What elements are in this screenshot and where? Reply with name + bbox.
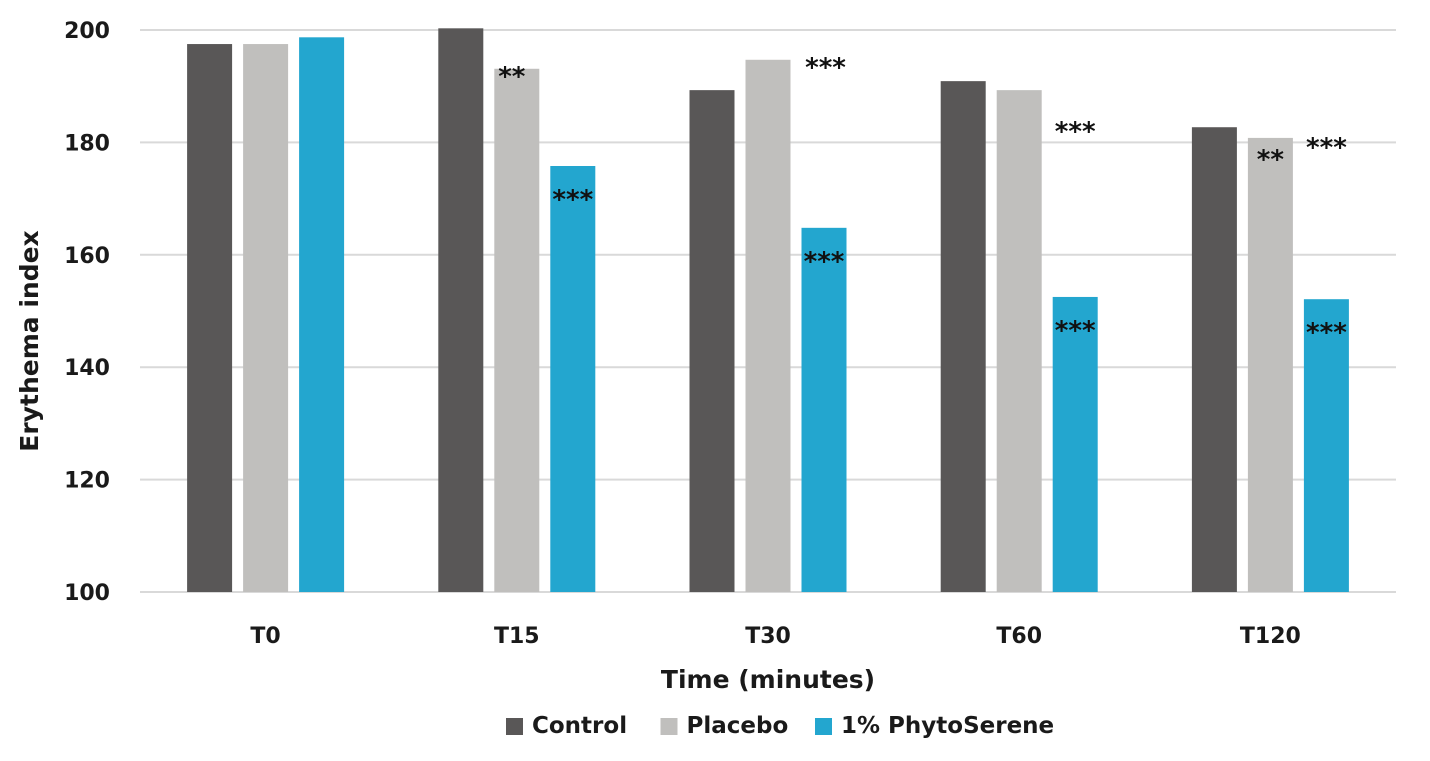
x-tick-label: T15 <box>494 624 540 649</box>
significance-mark: *** <box>1306 318 1347 348</box>
bar-1-phytoserene-t60 <box>1052 296 1098 592</box>
bar-control-t120 <box>1191 127 1237 592</box>
bar-control-t30 <box>689 90 735 592</box>
legend-swatch-control <box>506 718 523 735</box>
bar-placebo-t15 <box>494 68 540 592</box>
significance-mark: *** <box>1055 316 1096 346</box>
y-axis-title: Erythema index <box>15 230 44 451</box>
bars <box>187 28 1349 593</box>
bar-control-t15 <box>438 28 484 592</box>
significance-mark: *** <box>552 185 593 215</box>
bar-1-phytoserene-t30 <box>801 227 847 592</box>
significance-mark: *** <box>804 247 845 277</box>
y-tick-label: 100 <box>64 581 110 606</box>
bar-control-t60 <box>940 81 986 592</box>
x-tick-label: T30 <box>745 624 791 649</box>
y-tick-label: 200 <box>64 19 110 44</box>
y-axis-ticks: 100 120 140 160 180 200 <box>64 19 110 606</box>
y-tick-label: 180 <box>64 131 110 156</box>
bar-control-t0 <box>187 44 233 593</box>
legend-swatch-1-phytoserene <box>815 718 832 735</box>
legend: Control Placebo 1% PhytoSerene <box>506 713 1054 739</box>
bar-placebo-t0 <box>243 44 289 593</box>
significance-mark: *** <box>805 53 846 83</box>
significance-mark: ** <box>1257 145 1285 175</box>
legend-label-1-phytoserene: 1% PhytoSerene <box>841 713 1054 739</box>
legend-swatch-placebo <box>660 718 678 735</box>
significance-mark: ** <box>498 62 526 92</box>
legend-label-placebo: Placebo <box>687 713 789 739</box>
bar-placebo-t120 <box>1247 137 1293 593</box>
x-axis-title: Time (minutes) <box>661 665 875 694</box>
y-tick-label: 120 <box>64 469 110 494</box>
y-tick-label: 140 <box>64 356 110 381</box>
y-tick-label: 160 <box>64 244 110 269</box>
bar-placebo-t60 <box>996 90 1042 592</box>
bar-placebo-t30 <box>745 59 791 592</box>
x-tick-label: T60 <box>996 624 1042 649</box>
x-axis-ticks: T0 T15 T30 T60 T120 <box>250 624 1300 649</box>
x-tick-label: T0 <box>250 624 280 649</box>
bar-1-phytoserene-t15 <box>550 166 596 592</box>
x-tick-label: T120 <box>1240 624 1301 649</box>
significance-mark: *** <box>1055 117 1096 147</box>
legend-label-control: Control <box>532 713 627 739</box>
bar-1-phytoserene-t0 <box>299 37 345 592</box>
bar-1-phytoserene-t120 <box>1303 299 1349 592</box>
significance-annotations: ************************* <box>498 53 1347 348</box>
significance-mark: *** <box>1306 133 1347 163</box>
